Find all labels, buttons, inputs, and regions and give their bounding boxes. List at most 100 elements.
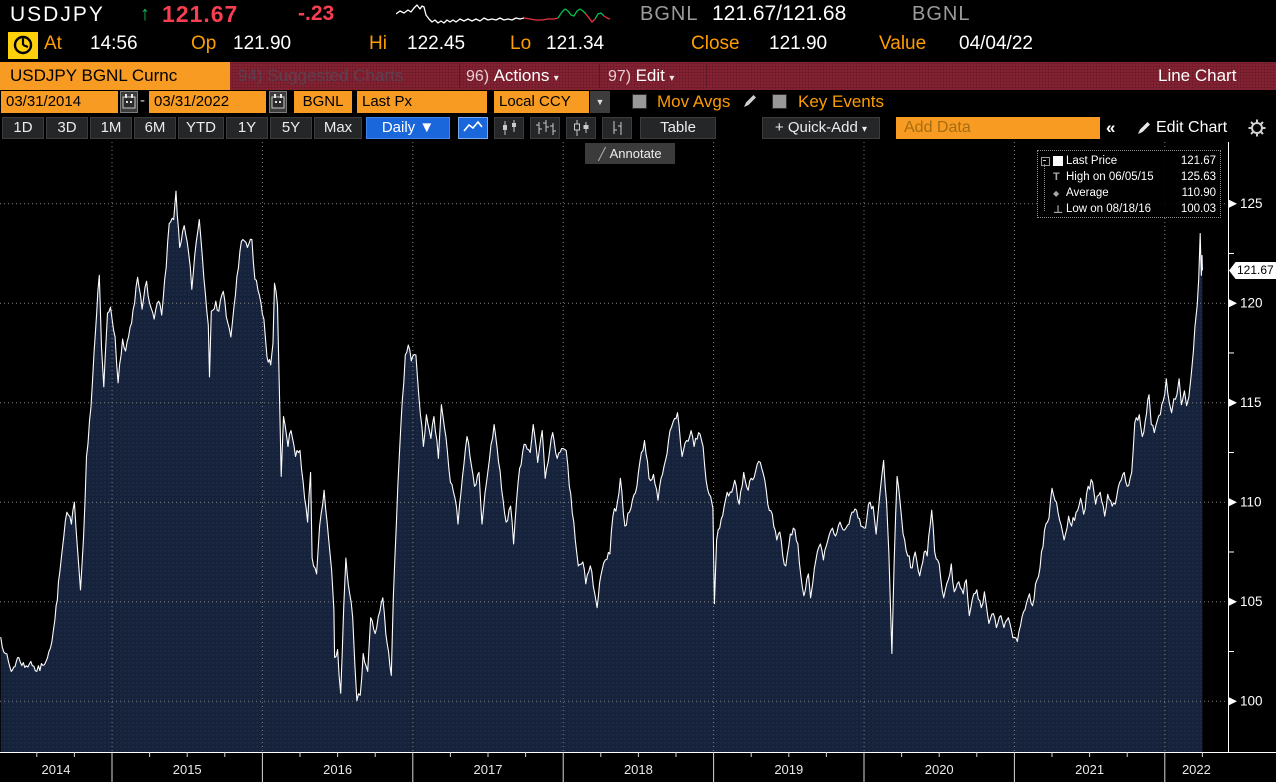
sparkline-segment	[594, 12, 605, 20]
period-button-6m[interactable]: 6M	[134, 117, 176, 139]
candle-chart-type-icon[interactable]	[494, 117, 524, 139]
menu-suggested-charts[interactable]: 94) Suggested Charts	[238, 66, 404, 85]
last-price: 121.67	[162, 1, 239, 27]
sparkline-segment	[396, 4, 525, 24]
axis-tick-arrow-icon	[1229, 498, 1237, 507]
quick-add-label: + Quick-Add	[774, 119, 858, 136]
chart-gridlines	[0, 142, 1228, 752]
chevron-down-icon: ▾	[553, 73, 559, 84]
right-price-axis: 100 105 110 115 120 125	[1228, 142, 1263, 752]
ohlc-chart-type-icon[interactable]	[530, 117, 560, 139]
pencil-icon[interactable]	[1136, 120, 1152, 141]
period-button-max[interactable]: Max	[314, 117, 362, 139]
price-source-right: BGNL	[912, 3, 971, 25]
price-change: -.23	[298, 2, 335, 25]
axis-tick-arrow-icon	[1229, 398, 1237, 407]
stat-value-close: 121.90	[769, 33, 828, 54]
y-axis-label: 100	[1240, 694, 1263, 709]
legend-value: 110.90	[1181, 187, 1216, 199]
menu-edit-number: 97)	[608, 68, 632, 85]
stat-value-low: 121.34	[546, 33, 605, 54]
security-tab[interactable]: USDJPY BGNL Curnc	[0, 62, 230, 90]
period-toolbar: 1D 3D 1M 6M YTD 1Y 5Y Max Daily ▼ Table …	[0, 116, 1276, 142]
period-button-1m[interactable]: 1M	[90, 117, 132, 139]
x-axis-year-label: 2016	[323, 762, 352, 777]
toolbar-separator	[599, 64, 600, 88]
x-axis-year-label: 2018	[624, 762, 653, 777]
hollow-candle-chart-type-icon[interactable]	[566, 117, 596, 139]
source-select[interactable]: BGNL	[294, 91, 352, 113]
sparkline-segment	[585, 13, 596, 23]
edit-chart-button[interactable]: Edit Chart	[1156, 119, 1228, 136]
legend-row-average[interactable]: ◆ Average 110.90	[1040, 185, 1216, 201]
y-axis-label: 120	[1240, 296, 1263, 311]
up-arrow-icon: ↑	[140, 3, 150, 25]
legend-label: High on 06/05/15	[1066, 171, 1154, 183]
function-toolbar: USDJPY BGNL Curnc 94) Suggested Charts 9…	[0, 62, 1276, 90]
bar-chart-type-icon[interactable]	[602, 117, 632, 139]
legend-row-low[interactable]: ⊥ Low on 08/18/16 100.03	[1040, 201, 1216, 217]
chevron-down-icon[interactable]: ▼	[590, 91, 610, 113]
stat-value-at: 14:56	[90, 33, 138, 54]
mov-avgs-checkbox[interactable]	[632, 94, 647, 109]
legend-label: Last Price	[1066, 155, 1118, 167]
x-axis-year-label: 2020	[925, 762, 954, 777]
table-button[interactable]: Table	[640, 117, 716, 139]
legend-tree-connector	[1044, 164, 1045, 211]
x-axis-year-label: 2019	[774, 762, 803, 777]
period-button-3d[interactable]: 3D	[46, 117, 88, 139]
add-data-input[interactable]: Add Data	[896, 117, 1100, 139]
chart-area[interactable]: 100 105 110 115 120 125 2014 2015 2016 2017 2018 20…	[0, 142, 1276, 782]
chevron-down-icon: ▾	[862, 124, 868, 135]
stat-value-high: 122.45	[407, 33, 466, 54]
mov-avgs-label[interactable]: Mov Avgs	[657, 92, 731, 111]
legend-row-last-price[interactable]: Last Price 121.67	[1040, 153, 1216, 169]
x-axis-year-label: 2017	[474, 762, 503, 777]
period-button-1d[interactable]: 1D	[2, 117, 44, 139]
period-button-ytd[interactable]: YTD	[178, 117, 224, 139]
date-from-input[interactable]: 03/31/2014	[1, 91, 118, 113]
price-field-select[interactable]: Last Px	[357, 91, 487, 113]
period-button-5y[interactable]: 5Y	[270, 117, 312, 139]
line-chart-type-icon[interactable]	[458, 117, 488, 139]
menu-actions[interactable]: 96) Actions ▾	[466, 66, 559, 86]
clock-icon	[8, 32, 38, 59]
y-axis-label: 125	[1240, 196, 1263, 211]
axis-tick-arrow-icon	[1229, 299, 1237, 308]
quote-row: USDJPY ↑ 121.67 -.23 BGNL 121.67/121.68 …	[0, 0, 1276, 30]
x-axis-year-label: 2021	[1075, 762, 1104, 777]
price-line-path	[0, 190, 1203, 702]
legend-icons: ◆	[1040, 189, 1066, 198]
frequency-dropdown[interactable]: Daily ▼	[366, 117, 450, 139]
stat-label-open: Op	[191, 33, 217, 54]
date-range-dash: -	[140, 92, 145, 109]
intraday-sparkline	[396, 4, 611, 24]
calendar-icon[interactable]	[120, 91, 138, 113]
axis-tick-arrow-icon	[1229, 199, 1237, 208]
key-events-checkbox[interactable]	[772, 94, 787, 109]
key-events-label[interactable]: Key Events	[798, 92, 884, 111]
pencil-icon[interactable]	[742, 93, 758, 114]
calendar-icon[interactable]	[269, 91, 287, 113]
menu-edit[interactable]: 97) Edit ▾	[608, 66, 674, 86]
gear-icon[interactable]	[1248, 119, 1266, 142]
price-source-left: BGNL	[640, 3, 699, 25]
currency-select[interactable]: Local CCY	[494, 91, 589, 113]
quick-add-button[interactable]: + Quick-Add ▾	[762, 117, 880, 139]
ticker-symbol: USDJPY	[10, 3, 105, 26]
average-marker-icon: ◆	[1053, 188, 1060, 198]
period-button-1y[interactable]: 1Y	[226, 117, 268, 139]
collapse-panel-icon[interactable]: «	[1106, 118, 1116, 137]
legend-expand-icon[interactable]	[1041, 156, 1050, 166]
chart-legend[interactable]: Last Price 121.67 T High on 06/05/15 125…	[1037, 150, 1221, 218]
axis-tick-arrow-icon	[1229, 597, 1237, 606]
legend-row-high[interactable]: T High on 06/05/15 125.63	[1040, 169, 1216, 185]
annotate-button[interactable]: ╱ Annotate	[585, 143, 675, 164]
bid-ask: 121.67/121.68	[712, 2, 847, 25]
sparkline-segment	[603, 15, 611, 20]
stat-value-open: 121.90	[233, 33, 292, 54]
y-axis-label: 115	[1240, 395, 1262, 410]
date-to-input[interactable]: 03/31/2022	[149, 91, 266, 113]
stat-label-at: At	[44, 33, 62, 54]
